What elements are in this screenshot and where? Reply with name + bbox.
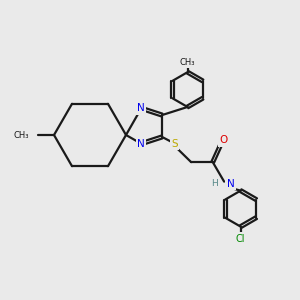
- Text: N: N: [137, 139, 145, 149]
- Text: N: N: [137, 103, 145, 113]
- Text: Cl: Cl: [236, 234, 245, 244]
- Text: O: O: [220, 135, 228, 145]
- Text: H: H: [211, 178, 217, 188]
- Text: CH₃: CH₃: [180, 58, 195, 67]
- Text: CH₃: CH₃: [14, 130, 29, 140]
- Text: S: S: [171, 139, 178, 148]
- Text: N: N: [226, 179, 234, 189]
